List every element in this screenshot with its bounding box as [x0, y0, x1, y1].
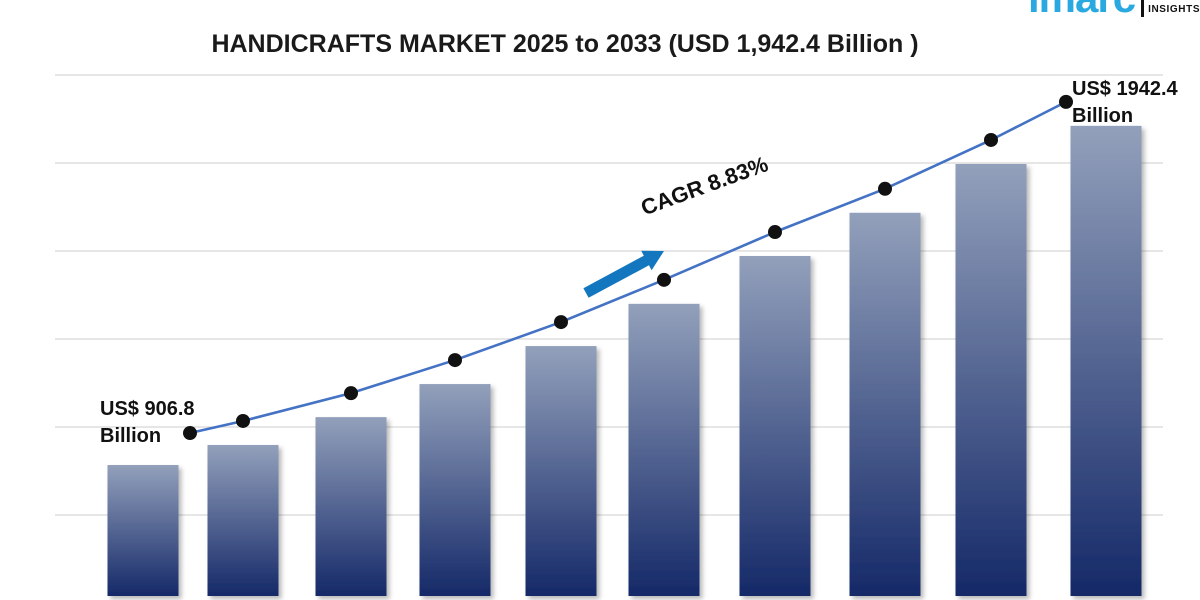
- start-value-label: US$ 906.8 Billion: [100, 396, 195, 450]
- bar-2027: [419, 384, 491, 596]
- cagr-arrow-icon: [583, 250, 664, 298]
- end-value-label: US$ 1942.4 Billion: [1072, 76, 1178, 130]
- start-value-amount: US$ 906.8: [100, 398, 195, 420]
- data-point-2031: [878, 181, 892, 196]
- bar-2032: [955, 163, 1027, 597]
- imarc-logo: imarc INSIGHTS: [1028, 0, 1200, 19]
- logo-divider: [1141, 0, 1145, 17]
- bar-2025: [207, 444, 279, 596]
- bar-2030: [739, 256, 811, 596]
- trend-line-series: [183, 94, 1073, 441]
- bar-2028: [525, 346, 597, 596]
- bar-series: [107, 125, 1142, 597]
- end-value-unit: Billion: [1072, 105, 1134, 127]
- bar-2024: [107, 465, 179, 596]
- trend-line: [189, 100, 1067, 435]
- data-point-2027: [448, 353, 462, 368]
- bar-2026: [315, 417, 387, 596]
- data-point-2032: [984, 132, 998, 147]
- bar-2033: [1070, 125, 1142, 596]
- imarc-logo-wordmark: imarc: [1028, 0, 1136, 19]
- data-point-2028: [554, 315, 568, 330]
- data-point-2024: [183, 426, 197, 441]
- data-point-2030: [768, 225, 782, 240]
- bar-2031: [849, 212, 921, 596]
- start-value-unit: Billion: [100, 425, 162, 447]
- data-point-2033: [1059, 94, 1073, 109]
- data-point-2025: [236, 413, 250, 428]
- end-value-amount: US$ 1942.4: [1072, 78, 1178, 100]
- data-point-2026: [344, 386, 358, 401]
- chart-title: HANDICRAFTS MARKET 2025 to 2033 (USD 1,9…: [211, 30, 919, 58]
- logo-insights-label: INSIGHTS: [1148, 4, 1200, 15]
- data-point-2029: [657, 272, 671, 287]
- bar-2029: [628, 303, 700, 596]
